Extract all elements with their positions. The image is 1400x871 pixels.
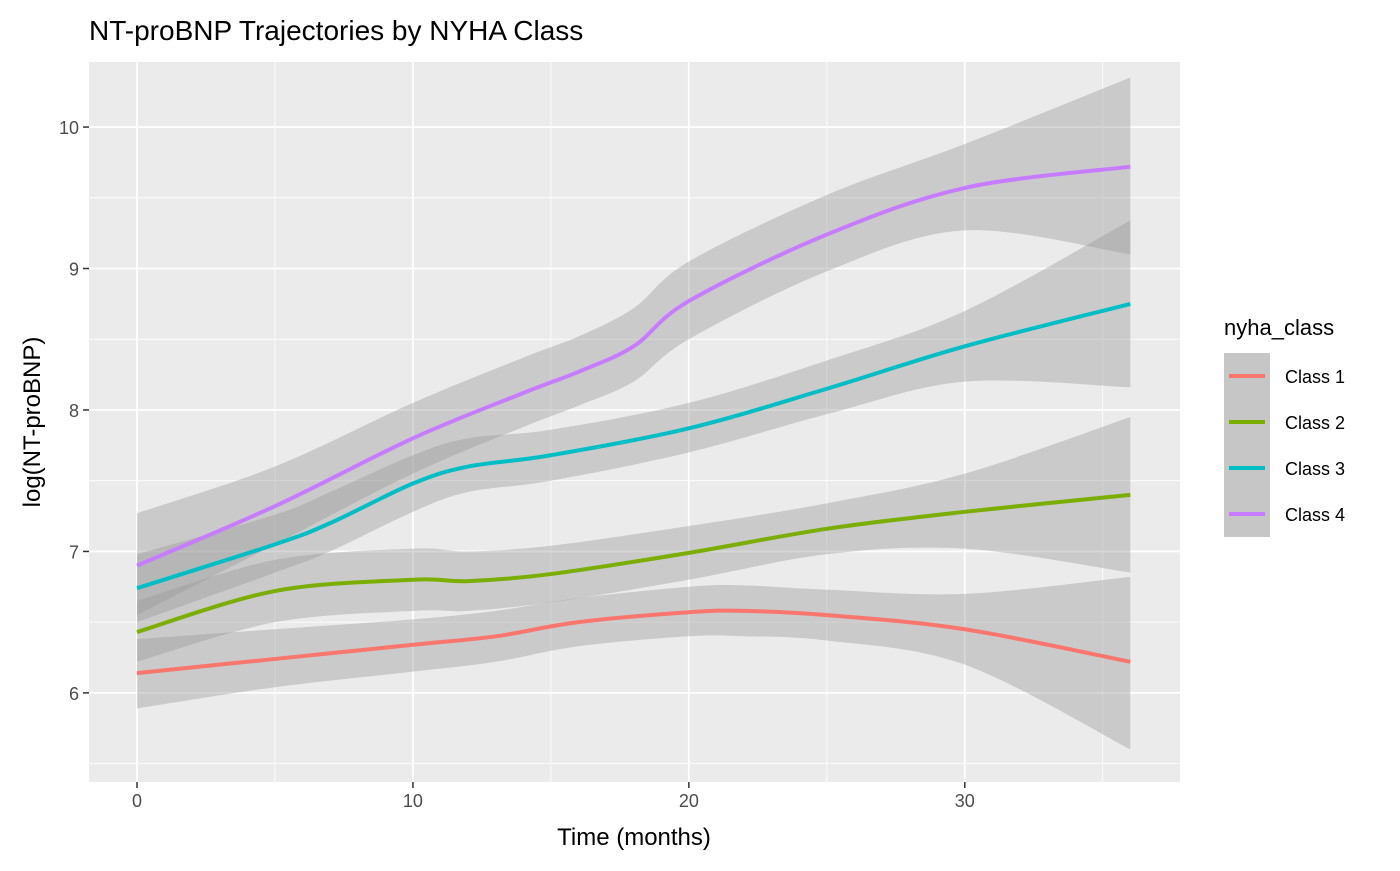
line-class-3: [136, 301, 1131, 591]
line-class-4: [136, 164, 1131, 568]
x-tick-label: 0: [132, 791, 142, 811]
legend-label: Class 2: [1285, 413, 1345, 433]
ribbon-class-2: [137, 417, 1131, 662]
y-tick-label: 7: [69, 542, 79, 562]
y-tick-label: 6: [69, 684, 79, 704]
gridlines: [89, 55, 1180, 782]
x-tick-label: 20: [679, 791, 699, 811]
legend-label: Class 3: [1285, 459, 1345, 479]
line-class-2: [136, 492, 1131, 634]
x-tick-label: 30: [955, 791, 975, 811]
y-tick-label: 8: [69, 401, 79, 421]
series-lines: [136, 164, 1131, 676]
line-class-1: [136, 608, 1131, 676]
ribbon-class-3: [137, 220, 1131, 623]
y-tick-label: 9: [69, 260, 79, 280]
legend-label: Class 1: [1285, 367, 1345, 387]
legend-title: nyha_class: [1224, 315, 1334, 340]
chart-title: NT-proBNP Trajectories by NYHA Class: [89, 15, 583, 46]
legend-label: Class 4: [1285, 505, 1345, 525]
legend: nyha_class Class 1 Class 2 Class 3 Class 4: [1224, 315, 1345, 537]
x-tick-label: 10: [403, 791, 423, 811]
axes: 6 7 8 9 10 0 10 20 30: [59, 118, 975, 811]
y-tick-label: 10: [59, 118, 79, 138]
y-axis-label: log(NT-proBNP): [19, 337, 46, 508]
x-axis-label: Time (months): [557, 824, 711, 851]
